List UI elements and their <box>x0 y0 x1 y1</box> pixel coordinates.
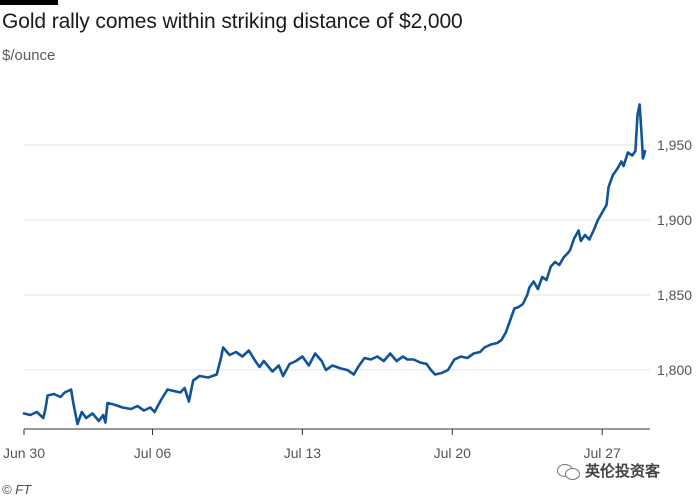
x-tick-label: Jul 20 <box>434 445 472 461</box>
chart-title: Gold rally comes within striking distanc… <box>2 10 463 33</box>
series-layer <box>22 103 647 426</box>
x-axis: Jun 30 Jul 06 Jul 13 Jul 20 Jul 27 <box>3 428 650 461</box>
x-tick-label: Jul 27 <box>583 445 621 461</box>
chat-bubbles-icon <box>557 462 581 480</box>
watermark: 英伦投资客 <box>557 460 660 481</box>
watermark-text: 英伦投资客 <box>585 463 661 480</box>
ft-top-rule <box>0 0 58 5</box>
y-axis-labels: 1,800 1,850 1,900 1,950 <box>657 137 692 378</box>
source-credit: © FT <box>2 482 32 497</box>
chart-subtitle: $/ounce <box>2 47 56 64</box>
x-tick-label: Jul 06 <box>134 445 172 461</box>
y-tick-label: 1,900 <box>657 212 692 228</box>
x-tick-label: Jul 13 <box>284 445 322 461</box>
gridlines <box>24 144 650 371</box>
y-tick-label: 1,850 <box>657 287 692 303</box>
y-tick-label: 1,950 <box>657 137 692 153</box>
x-tick-label: Jun 30 <box>3 445 45 461</box>
y-tick-label: 1,800 <box>657 362 692 378</box>
gold-price-line <box>22 103 647 426</box>
